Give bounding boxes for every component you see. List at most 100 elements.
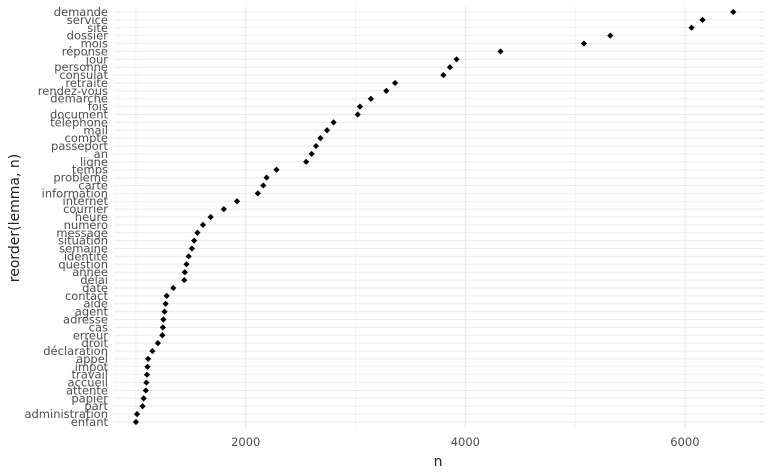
y-tick-label: site [87,21,108,35]
y-tick-label: adresse [63,313,108,327]
y-tick-label: consulat [59,68,108,82]
data-point [181,276,188,284]
y-tick-label: fois [88,100,108,114]
y-tick-label: carte [78,178,108,192]
y-tick-label: attente [66,383,108,397]
y-tick-label: année [72,265,108,279]
y-tick-label: impot [75,360,109,374]
y-tick-label: mail [83,123,108,137]
y-tick-label: aide [83,297,108,311]
y-tick-label: erreur [73,328,108,342]
y-tick-labels: enfantadministrationpartpapierattenteacc… [24,5,108,429]
y-tick-label: cas [89,320,108,334]
data-point [181,269,188,276]
y-tick-label: heure [75,210,108,224]
y-tick-label: numéro [64,218,108,232]
data-point [303,158,310,165]
data-point [142,387,149,394]
data-point [188,245,196,252]
x-tick-label: 2000 [231,435,260,449]
data-point [143,371,151,378]
y-tick-label: appel [76,352,108,366]
y-tick-label: question [58,257,108,271]
data-point [183,261,190,268]
x-axis-title: n [434,454,443,470]
data-point [446,64,454,71]
x-tick-label: 6000 [670,435,699,449]
y-tick-label: internet [63,194,109,208]
data-point [163,292,170,299]
y-tick-label: an [94,147,108,161]
data-point [149,347,156,355]
y-tick-label: situation [58,234,108,248]
data-point [160,316,167,323]
data-point [317,135,324,142]
data-point [144,363,151,370]
data-point [273,166,280,173]
data-point [139,403,146,410]
y-tick-label: semaine [59,242,108,256]
y-tick-label: rendez-vous [38,84,108,98]
y-tick-label: date [82,281,108,295]
data-point [170,284,177,292]
y-tick-label: téléphone [50,115,108,129]
y-tick-label: identité [64,249,108,263]
y-tick-label: temps [72,163,108,177]
data-point [185,253,192,260]
y-tick-label: dossier [67,29,109,43]
y-gridlines [114,11,764,423]
y-tick-label: ligne [80,155,108,169]
data-point [391,79,399,87]
data-point [162,300,169,307]
x-tick-labels: 2000 4000 6000 [231,435,699,449]
data-point [260,182,267,189]
data-point [607,32,614,39]
y-tick-label: accueil [68,376,108,390]
y-tick-label: travail [71,368,108,382]
data-point [159,332,166,339]
y-tick-label: jour [85,52,109,66]
data-point [220,206,227,213]
y-tick-label: document [50,108,109,122]
y-tick-label: réponse [62,44,108,58]
data-point [132,418,140,426]
data-point [191,237,198,244]
y-tick-label: problème [53,171,108,185]
data-point [194,229,201,236]
data-point [133,411,141,418]
y-tick-label: message [56,226,108,240]
y-tick-label: compte [65,131,108,145]
y-tick-label: demande [54,5,108,19]
data-point [688,24,695,31]
y-tick-label: information [42,186,108,200]
y-axis-title: reorder(lemma, n) [7,154,23,282]
data-point [207,213,214,221]
data-point [330,119,337,126]
y-tick-label: papier [71,391,108,405]
data-point [580,40,588,47]
data-point [233,198,241,205]
y-tick-label: personne [54,60,108,74]
y-tick-label: déclaration [43,344,108,358]
data-point [699,16,706,23]
data-point [159,324,166,331]
y-tick-label: droit [81,336,108,350]
data-point [367,95,375,102]
y-tick-label: courrier [63,202,108,216]
y-tick-label: contact [65,289,109,303]
data-point [140,395,147,402]
data-point [440,71,447,79]
data-point [263,174,270,181]
data-point [497,48,504,55]
data-point [383,87,390,94]
data-point [254,190,261,197]
data-point [323,127,331,134]
data-point [354,111,361,118]
y-tick-label: agent [75,305,109,319]
data-point [308,150,315,158]
y-tick-label: démarche [50,92,108,106]
y-tick-label: part [84,399,108,413]
data-point [199,221,207,228]
